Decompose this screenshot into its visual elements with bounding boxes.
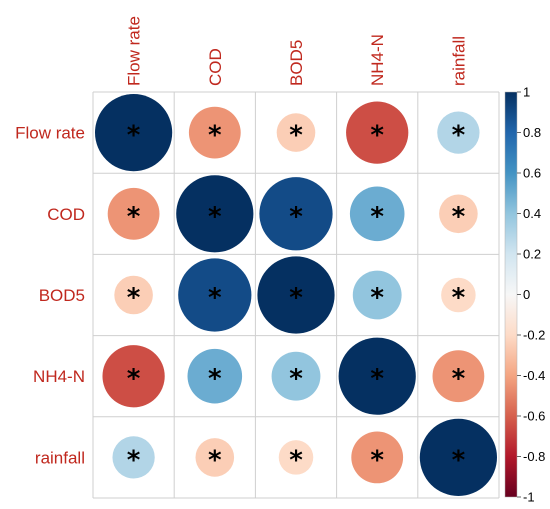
corr-circle: [432, 350, 485, 403]
column-label: Flow rate: [125, 16, 144, 86]
corr-circle: [338, 337, 416, 415]
colorbar-tick-label: -0.6: [523, 409, 545, 424]
row-label: COD: [47, 205, 85, 224]
colorbar-tick-label: -0.4: [523, 368, 545, 383]
colorbar-gradient: [504, 91, 518, 498]
significance-star: *: [289, 364, 303, 394]
significance-star: *: [452, 202, 466, 232]
significance-star: *: [289, 121, 303, 151]
significance-star: *: [127, 445, 141, 475]
colorbar: 1 0.8 0.6 0.4 0.2 0 -0.2 -0.4 -0.6 -0.8 -1: [504, 85, 545, 505]
significance-star: *: [370, 202, 384, 232]
corr-circle: [276, 113, 316, 152]
significance-star: *: [452, 445, 466, 475]
significance-star: *: [127, 121, 141, 151]
corr-circle: [257, 256, 335, 334]
colorbar-tick-label: 0.4: [523, 206, 541, 221]
significance-star: *: [370, 445, 384, 475]
corr-circle: [351, 431, 404, 484]
significance-star: *: [208, 202, 222, 232]
corr-circle: [195, 438, 235, 477]
colorbar-tick-label: -1: [523, 490, 535, 505]
corr-circle: [176, 175, 254, 253]
row-label: rainfall: [35, 448, 85, 467]
significance-star: *: [452, 121, 466, 151]
colorbar-tick-label: -0.8: [523, 449, 545, 464]
significance-star: *: [208, 121, 222, 151]
corr-circle: [271, 351, 321, 401]
significance-star: *: [208, 445, 222, 475]
corr-circle: [278, 440, 314, 475]
significance-star: *: [452, 364, 466, 394]
significance-star: *: [370, 364, 384, 394]
corr-circle: [352, 270, 402, 320]
corr-circle: [439, 194, 478, 234]
significance-star: *: [452, 283, 466, 313]
grid: [92, 91, 500, 499]
column-label: NH4-N: [368, 34, 387, 86]
colorbar-tick-label: 0.6: [523, 166, 541, 181]
significance-star: *: [127, 283, 141, 313]
colorbar-tick-label: 0: [523, 287, 530, 302]
significance-star: *: [289, 202, 303, 232]
corr-circle: [349, 186, 405, 242]
column-label: COD: [206, 48, 225, 86]
significance-star: *: [289, 445, 303, 475]
significance-star: *: [208, 283, 222, 313]
corr-circle: [346, 101, 409, 164]
significance-star: *: [370, 121, 384, 151]
colorbar-tick-label: -0.2: [523, 328, 545, 343]
colorbar-tick-label: 0.2: [523, 247, 541, 262]
labels: Flow rate COD BOD5 NH4-N rainfall Flow rate CO…: [15, 16, 468, 467]
significance-star: *: [370, 283, 384, 313]
row-label: NH4-N: [33, 367, 85, 386]
corr-circle: [112, 436, 155, 479]
corr-circle: [114, 275, 153, 315]
corr-circle: [107, 187, 160, 240]
column-label: BOD5: [287, 40, 306, 86]
significance-star: *: [289, 283, 303, 313]
corr-circle: [102, 345, 165, 408]
corr-circle: [187, 348, 243, 404]
row-label: BOD5: [39, 286, 85, 305]
corr-circle: [188, 106, 241, 159]
corr-circle: [441, 277, 476, 313]
corr-circle: [437, 111, 480, 154]
significance-star: *: [208, 364, 222, 394]
row-label: Flow rate: [15, 124, 85, 143]
significance-star: *: [127, 364, 141, 394]
corr-circle: [178, 258, 252, 332]
column-label: rainfall: [449, 36, 468, 86]
corr-circle: [259, 177, 333, 251]
colorbar-tick-label: 1: [523, 85, 530, 100]
colorbar-tick-label: 0.8: [523, 125, 541, 140]
cells: * * * * * * * * * * * * * * * * * * * * * * * * *: [95, 94, 497, 496]
corr-circle: [95, 94, 173, 172]
corr-circle: [419, 418, 497, 496]
significance-star: *: [127, 202, 141, 232]
